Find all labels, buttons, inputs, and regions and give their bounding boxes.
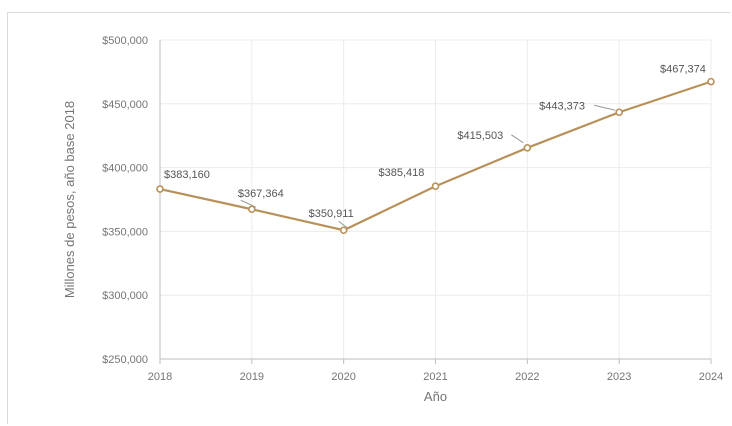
data-point — [431, 182, 440, 191]
y-tick-label: $450,000 — [102, 99, 148, 111]
x-tick-label: 2020 — [331, 371, 355, 383]
data-point — [156, 185, 164, 193]
data-label: $415,503 — [457, 130, 503, 142]
x-tick-label: 2023 — [607, 371, 631, 383]
data-label: $443,373 — [539, 100, 585, 112]
data-labels: $383,160 $367,364 $350,911 $385,418 $415,503… — [164, 64, 706, 221]
y-tick-labels: $250,000 $300,000 $350,000 $400,000 $450,000… — [102, 35, 148, 366]
data-label: $385,418 — [379, 167, 425, 179]
data-point — [248, 205, 256, 214]
x-tick-label: 2019 — [240, 371, 264, 383]
gridlines — [160, 39, 712, 359]
data-label: $350,911 — [309, 208, 354, 220]
data-point — [615, 108, 623, 117]
x-axis-title: Año — [424, 389, 447, 404]
y-tick-label: $500,000 — [102, 35, 148, 47]
data-point — [707, 77, 715, 86]
data-label-leader — [511, 134, 524, 144]
x-tick-label: 2024 — [699, 371, 723, 383]
data-point — [523, 144, 532, 152]
y-axis-title: Millones de pesos, año base 2018 — [62, 101, 77, 298]
data-label-leader — [594, 104, 616, 111]
data-point — [339, 226, 348, 235]
y-tick-label: $350,000 — [102, 226, 148, 238]
y-tick-label: $250,000 — [102, 354, 148, 366]
y-tick-label: $300,000 — [102, 290, 148, 302]
data-label: $367,364 — [238, 188, 284, 200]
x-tick-label: 2018 — [148, 371, 172, 383]
data-label: $467,374 — [660, 64, 706, 76]
y-tick-label: $400,000 — [102, 163, 148, 175]
x-tick-label: 2022 — [515, 371, 539, 383]
x-tick-labels: 2018 2019 2020 2021 2022 2023 2024 — [148, 371, 723, 383]
data-label-leaders — [240, 104, 616, 229]
axes — [159, 40, 712, 364]
data-label-leader — [338, 220, 348, 229]
data-points — [156, 77, 715, 235]
data-label: $383,160 — [164, 169, 210, 181]
x-tick-label: 2021 — [423, 371, 447, 383]
